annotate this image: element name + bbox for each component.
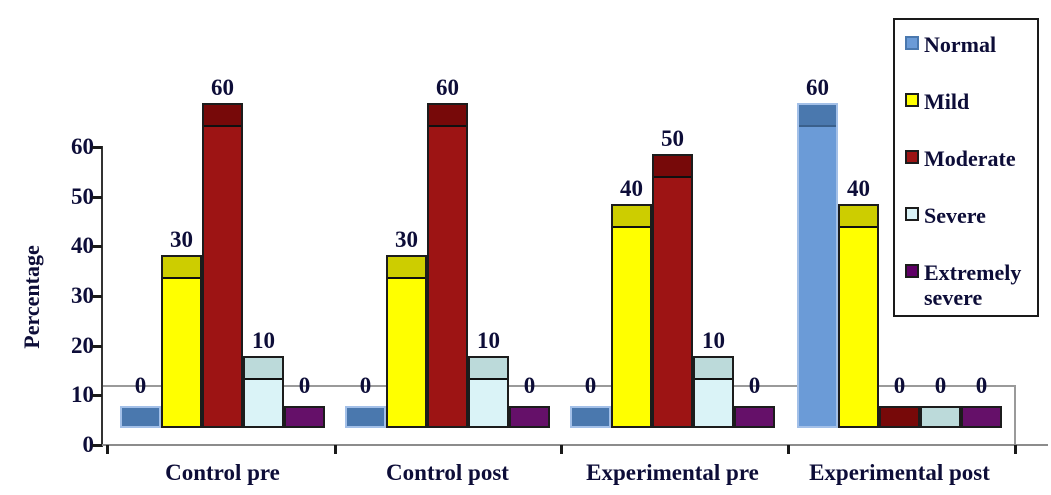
legend-swatch-icon (905, 264, 919, 278)
y-tick-label: 40 (71, 233, 94, 259)
bar-stub-extremely-severe (961, 406, 1002, 428)
bar-value-label: 10 (477, 327, 500, 353)
bar-top-face (840, 206, 877, 228)
bar-top-face (204, 105, 241, 127)
bar-top-face (245, 357, 282, 380)
bar-mild (611, 204, 652, 428)
bar-value-label: 0 (584, 373, 597, 398)
floor-back-line (103, 385, 1016, 387)
x-tick-mark (334, 445, 337, 454)
legend-item-extremely-severe: Extremely severe (905, 260, 1026, 310)
bar-top-face (470, 357, 507, 380)
bar-mild (161, 254, 202, 428)
bar-value-label: 0 (359, 373, 372, 398)
y-tick-label: 10 (71, 382, 94, 408)
legend-item-mild: Mild (905, 89, 1026, 114)
bar-top-face (429, 105, 466, 127)
floor-right-edge-line (1014, 385, 1016, 446)
legend-label: Severe (924, 203, 986, 228)
bar-top-face (799, 105, 836, 127)
bar-value-label: 0 (748, 373, 761, 398)
bar-mild (838, 204, 879, 428)
bar-severe (468, 355, 509, 428)
y-tick-mark (92, 294, 102, 298)
y-tick-label: 30 (71, 282, 94, 308)
y-tick-mark (92, 394, 102, 398)
bar-value-label: 60 (806, 75, 829, 100)
x-tick-mark (560, 445, 563, 454)
legend-label: Extremely severe (924, 260, 1022, 310)
bar-value-label: 10 (252, 327, 275, 353)
bar-stub-moderate (879, 406, 920, 428)
bar-value-label: 40 (620, 176, 643, 201)
bar-value-label: 0 (934, 373, 947, 398)
y-tick-mark (92, 245, 102, 249)
legend-swatch-icon (905, 207, 919, 221)
bar-value-label: 0 (893, 373, 906, 398)
category-label-3: Experimental pre (586, 460, 759, 485)
bar-stub-extremely-severe (284, 406, 325, 428)
y-axis-line (101, 146, 103, 447)
bar-top-face (654, 155, 691, 178)
bar-severe (693, 355, 734, 428)
bar-top-face (613, 206, 650, 228)
y-axis-title: Percentage (19, 245, 44, 349)
bar-moderate (427, 103, 468, 428)
bar-value-label: 30 (170, 226, 193, 252)
bar-value-label: 0 (523, 373, 536, 398)
legend-label: Moderate (924, 146, 1016, 171)
category-label-4: Experimental post (809, 460, 990, 485)
x-tick-mark (787, 445, 790, 454)
bar-moderate (202, 103, 243, 428)
y-tick-label: 60 (71, 133, 94, 159)
y-tick-mark (92, 145, 102, 149)
legend-label: Normal (924, 32, 997, 57)
bar-normal (797, 103, 838, 428)
y-tick-label: 20 (71, 332, 94, 358)
bar-value-label: 50 (661, 125, 684, 151)
bar-top-face (695, 357, 732, 380)
bar-value-label: 0 (298, 373, 311, 398)
legend: Normal Mild Moderate Severe Extremely severe (893, 18, 1039, 317)
bar-value-label: 30 (395, 226, 418, 252)
bar-value-label: 10 (702, 327, 725, 353)
legend-item-normal: Normal (905, 32, 1026, 57)
category-label-2: Control post (386, 460, 509, 485)
bar-stub-extremely-severe (734, 406, 775, 428)
y-tick-label: 0 (82, 432, 95, 457)
x-axis-line (101, 444, 1048, 446)
y-tick-mark (92, 444, 102, 447)
bar-stub-severe (920, 406, 961, 428)
legend-label: Mild (924, 89, 970, 114)
x-tick-mark (106, 445, 109, 454)
bar-moderate (652, 153, 693, 428)
bar-value-label: 60 (436, 75, 459, 100)
bar-value-label: 40 (847, 176, 870, 201)
bar-stub-normal (345, 406, 386, 428)
bar-value-label: 0 (975, 373, 988, 398)
bar-value-label: 60 (211, 75, 234, 100)
legend-item-severe: Severe (905, 203, 1026, 228)
bar-top-face (163, 256, 200, 279)
category-label-1: Control pre (165, 460, 280, 485)
bar-stub-normal (570, 406, 611, 428)
bar-top-face (388, 256, 425, 279)
legend-swatch-icon (905, 93, 919, 107)
y-tick-mark (92, 195, 102, 199)
bar-value-label: 0 (134, 373, 147, 398)
legend-swatch-icon (905, 36, 919, 50)
bar-stub-extremely-severe (509, 406, 550, 428)
y-tick-mark (92, 344, 102, 348)
x-tick-mark (1014, 445, 1017, 454)
bar-stub-normal (120, 406, 161, 428)
bar-severe (243, 355, 284, 428)
legend-item-moderate: Moderate (905, 146, 1026, 171)
bar-mild (386, 254, 427, 428)
legend-swatch-icon (905, 150, 919, 164)
y-tick-label: 50 (71, 183, 94, 209)
